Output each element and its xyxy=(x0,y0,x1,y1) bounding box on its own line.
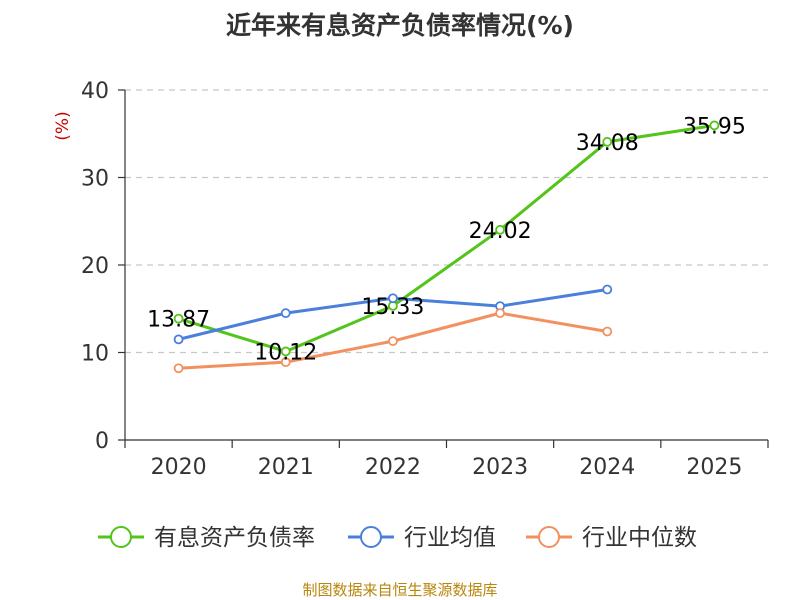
data-label: 13.87 xyxy=(147,308,210,333)
data-point xyxy=(173,313,184,324)
legend-label: 有息资产负债率 xyxy=(154,525,315,551)
legend-label: 行业均值 xyxy=(404,525,496,551)
data-point xyxy=(280,357,291,368)
data-point xyxy=(388,293,398,304)
y-axis-label: (%) xyxy=(53,111,73,140)
y-tick-label: 20 xyxy=(81,254,109,279)
data-point xyxy=(280,308,291,319)
data-label: 15.33 xyxy=(361,295,424,320)
x-tick-label: 2020 xyxy=(151,455,207,480)
data-point xyxy=(495,308,505,319)
legend-marker-circle xyxy=(360,526,382,548)
y-tick-label: 30 xyxy=(81,167,109,192)
data-label: 34.08 xyxy=(576,131,639,156)
data-point xyxy=(709,120,720,131)
data-point xyxy=(388,336,398,347)
legend-marker-circle xyxy=(538,526,560,548)
source-note: 制图数据来自恒生聚源数据库 xyxy=(302,581,498,599)
x-tick-label: 2022 xyxy=(365,455,421,480)
data-point xyxy=(602,326,613,337)
chart-title: 近年来有息资产负债率情况(%) xyxy=(226,11,574,40)
legend-label: 行业中位数 xyxy=(582,525,697,551)
data-point xyxy=(495,224,505,235)
data-point xyxy=(602,284,613,295)
y-tick-label: 0 xyxy=(95,429,109,454)
data-label: 35.95 xyxy=(683,114,746,139)
y-tick-label: 10 xyxy=(81,342,109,367)
data-point xyxy=(280,346,291,357)
data-point xyxy=(173,363,184,374)
data-point xyxy=(173,334,184,345)
x-tick-label: 2024 xyxy=(579,455,635,480)
series-line-0 xyxy=(178,123,715,353)
data-point xyxy=(602,136,613,147)
data-label: 10.12 xyxy=(254,340,317,365)
legend-marker-circle xyxy=(110,526,132,548)
y-tick-label: 40 xyxy=(81,79,109,104)
x-tick-label: 2021 xyxy=(258,455,314,480)
data-label: 24.02 xyxy=(469,219,532,244)
x-tick-label: 2025 xyxy=(686,455,742,480)
x-tick-label: 2023 xyxy=(472,455,528,480)
